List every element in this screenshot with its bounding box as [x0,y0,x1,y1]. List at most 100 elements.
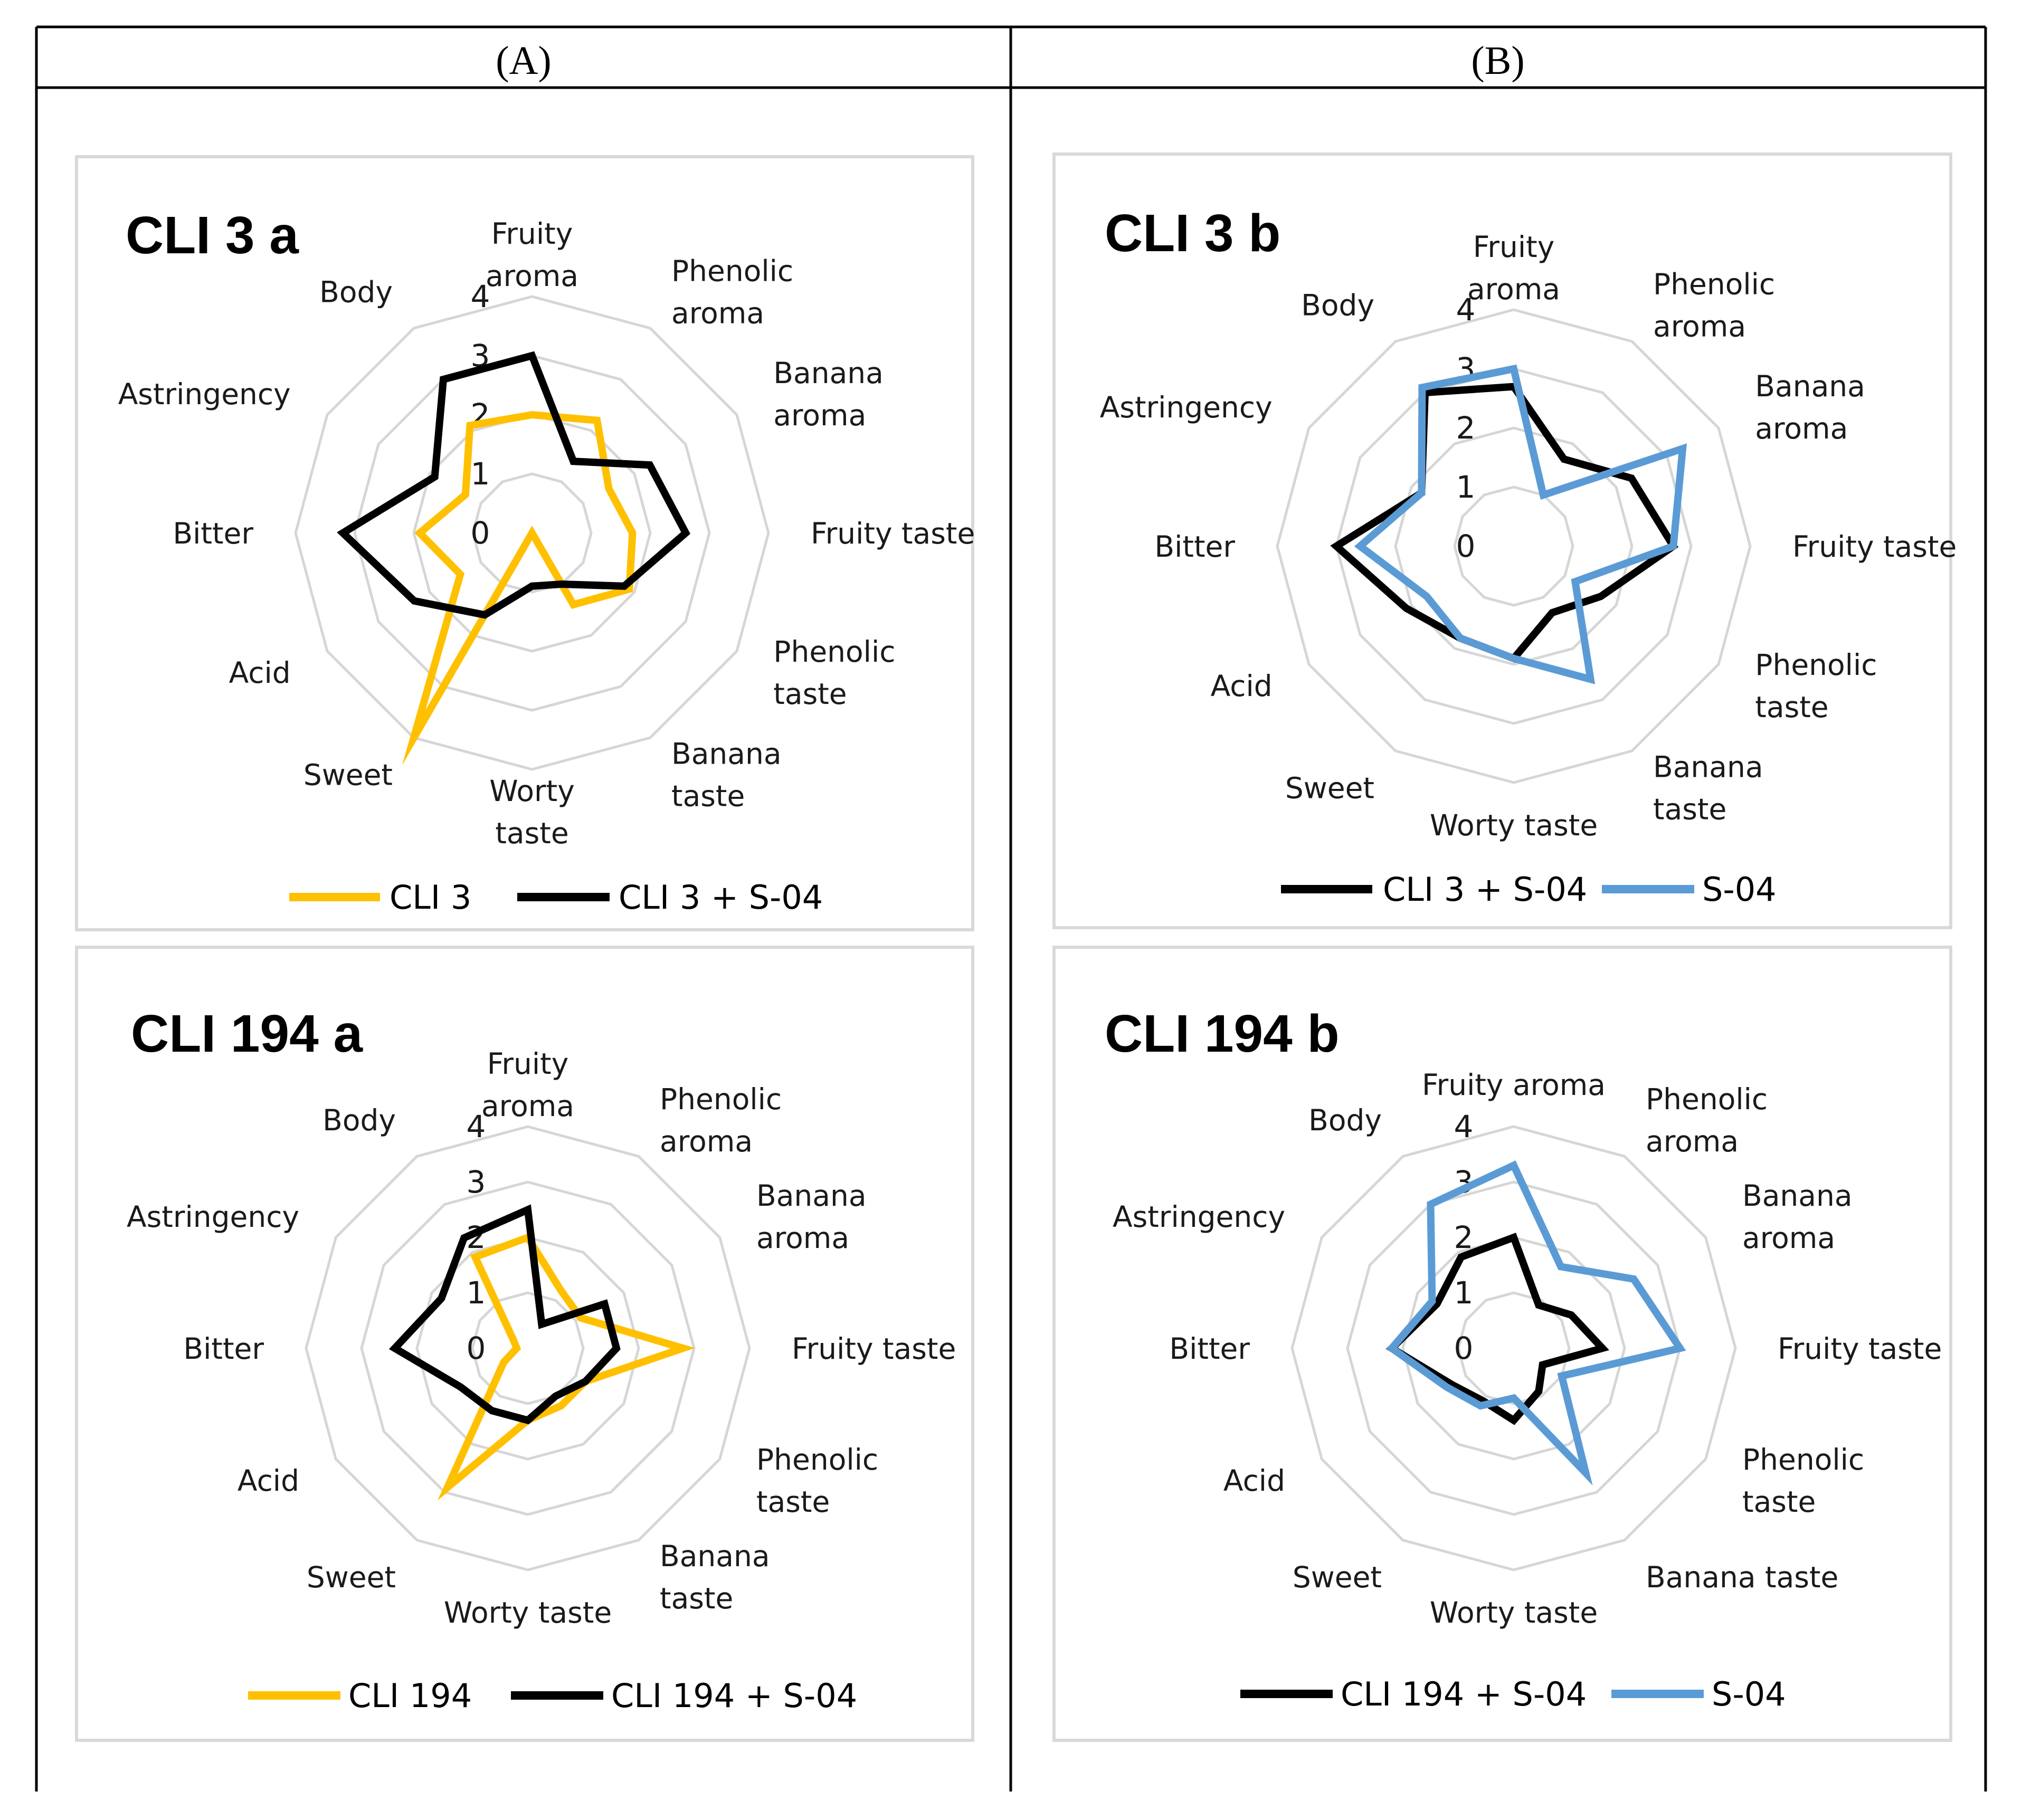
panel-border [1052,153,1952,929]
grid-ring-3 [353,354,711,712]
axis-label-phenolic-taste: Phenolic taste [756,1443,878,1519]
grid-ring-1 [1453,485,1574,607]
panel-title: CLI 3 a [126,206,299,265]
grid-ring-1 [471,472,593,594]
axis-label-acid: Acid [238,1464,299,1498]
axis-label-body: Body [322,1103,396,1137]
axis-label-fruity-aroma: Fruity aroma [481,1047,574,1123]
axis-label-body: Body [1308,1103,1382,1137]
legend-label-s-04: S-04 [1702,870,1777,909]
grid-ring-2 [412,413,652,653]
axis-label-sweet: Sweet [303,758,393,792]
axis-label-phenolic-taste: Phenolic taste [773,635,895,711]
grid-ring-3 [360,1180,696,1516]
axis-label-banana-taste: Banana taste [1653,750,1763,826]
grid-ring-1 [471,1291,585,1405]
grid-ring-2 [1401,1236,1626,1461]
tick-label-1: 1 [471,456,490,492]
axis-label-worty-taste: Worty taste [489,774,575,850]
axis-label-bitter: Bitter [183,1332,264,1366]
axis-label-fruity-aroma: Fruity aroma [1467,230,1560,306]
column-b-label: (B) [1471,39,1524,83]
axis-label-phenolic-taste: Phenolic taste [1742,1443,1864,1519]
axis-label-banana-aroma: Banana aroma [1755,369,1865,445]
panel-title: CLI 194 a [131,1004,363,1063]
axis-label-banana-taste: Banana taste [660,1539,770,1615]
tick-label-3: 3 [467,1164,486,1200]
axis-label-bitter: Bitter [173,517,253,550]
grid-ring-3 [1346,1180,1682,1516]
axis-label-fruity-taste: Fruity taste [1778,1332,1942,1366]
axis-label-banana-aroma: Banana aroma [773,356,884,432]
axis-label-sweet: Sweet [1293,1560,1382,1594]
legend-label-s-04: S-04 [1712,1675,1786,1713]
tick-label-4: 4 [1456,292,1476,328]
series-line-s-04 [1386,1160,1686,1486]
axis-label-banana-taste: Banana taste [1646,1560,1838,1594]
axis-label-banana-taste: Banana taste [671,737,782,813]
axis-label-astringency: Astringency [118,377,291,411]
series-line-s-04 [1354,364,1687,684]
legend-label-cli-3: CLI 3 [390,878,471,917]
legend-label-cli-3-s-04: CLI 3 + S-04 [1383,870,1587,909]
axis-label-worty-taste: Worty taste [1430,808,1598,842]
axis-label-astringency: Astringency [1113,1200,1285,1234]
panel-border [1052,946,1952,1742]
axis-label-astringency: Astringency [127,1200,299,1234]
axis-label-phenolic-aroma: Phenolic aroma [660,1082,782,1158]
axis-label-body: Body [319,275,393,309]
grid-ring-2 [1394,426,1634,666]
series-line-cli-3 [402,411,637,766]
column-a-label: (A) [496,39,552,83]
axis-label-fruity-aroma: Fruity aroma [486,217,578,293]
legend-label-cli-194: CLI 194 [348,1676,472,1715]
axis-label-bitter: Bitter [1169,1332,1250,1366]
legend-label-cli-194-s-04: CLI 194 + S-04 [611,1676,857,1715]
axis-label-sweet: Sweet [1285,771,1374,805]
tick-label-4: 4 [467,1109,486,1145]
grid-ring-4 [1276,308,1752,784]
tick-label-0: 0 [1454,1330,1474,1366]
axis-label-acid: Acid [1211,669,1273,703]
tick-label-1: 1 [1454,1275,1474,1311]
series-line-cli-194-s-04 [1385,1232,1609,1425]
panel-border [75,946,974,1742]
legend-label-cli-3-s-04: CLI 3 + S-04 [619,878,823,917]
tick-label-0: 0 [467,1330,486,1366]
grid-ring-4 [1290,1125,1737,1571]
tick-label-2: 2 [1456,410,1476,446]
axis-label-astringency: Astringency [1100,390,1273,424]
axis-label-fruity-taste: Fruity taste [811,517,975,550]
legend-label-cli-194-s-04: CLI 194 + S-04 [1341,1675,1587,1713]
axis-label-banana-aroma: Banana aroma [756,1179,867,1255]
axis-label-worty-taste: Worty taste [1430,1596,1598,1630]
tick-label-0: 0 [1456,528,1476,564]
axis-label-fruity-aroma: Fruity aroma [1422,1068,1606,1102]
axis-label-phenolic-taste: Phenolic taste [1755,648,1877,724]
grid-ring-1 [1457,1291,1571,1405]
axis-label-fruity-taste: Fruity taste [792,1332,956,1366]
series-line-cli-194-s-04 [388,1204,621,1425]
grid-ring-4 [305,1125,751,1571]
panel-title: CLI 194 b [1105,1004,1340,1063]
series-line-cli-3-s-04 [337,351,690,619]
axis-label-phenolic-aroma: Phenolic aroma [1646,1082,1768,1158]
tick-label-4: 4 [471,279,490,315]
tick-label-0: 0 [471,515,490,551]
axis-label-body: Body [1301,289,1374,322]
axis-label-acid: Acid [1223,1464,1285,1498]
grid-ring-2 [415,1236,640,1461]
axis-label-sweet: Sweet [307,1560,396,1594]
axis-label-bitter: Bitter [1154,530,1235,564]
panel-title: CLI 3 b [1105,204,1280,263]
tick-label-1: 1 [1456,469,1476,505]
tick-label-4: 4 [1454,1109,1474,1145]
axis-label-phenolic-aroma: Phenolic aroma [1653,268,1775,344]
axis-label-worty-taste: Worty taste [444,1596,612,1630]
tick-label-2: 2 [1454,1219,1474,1255]
